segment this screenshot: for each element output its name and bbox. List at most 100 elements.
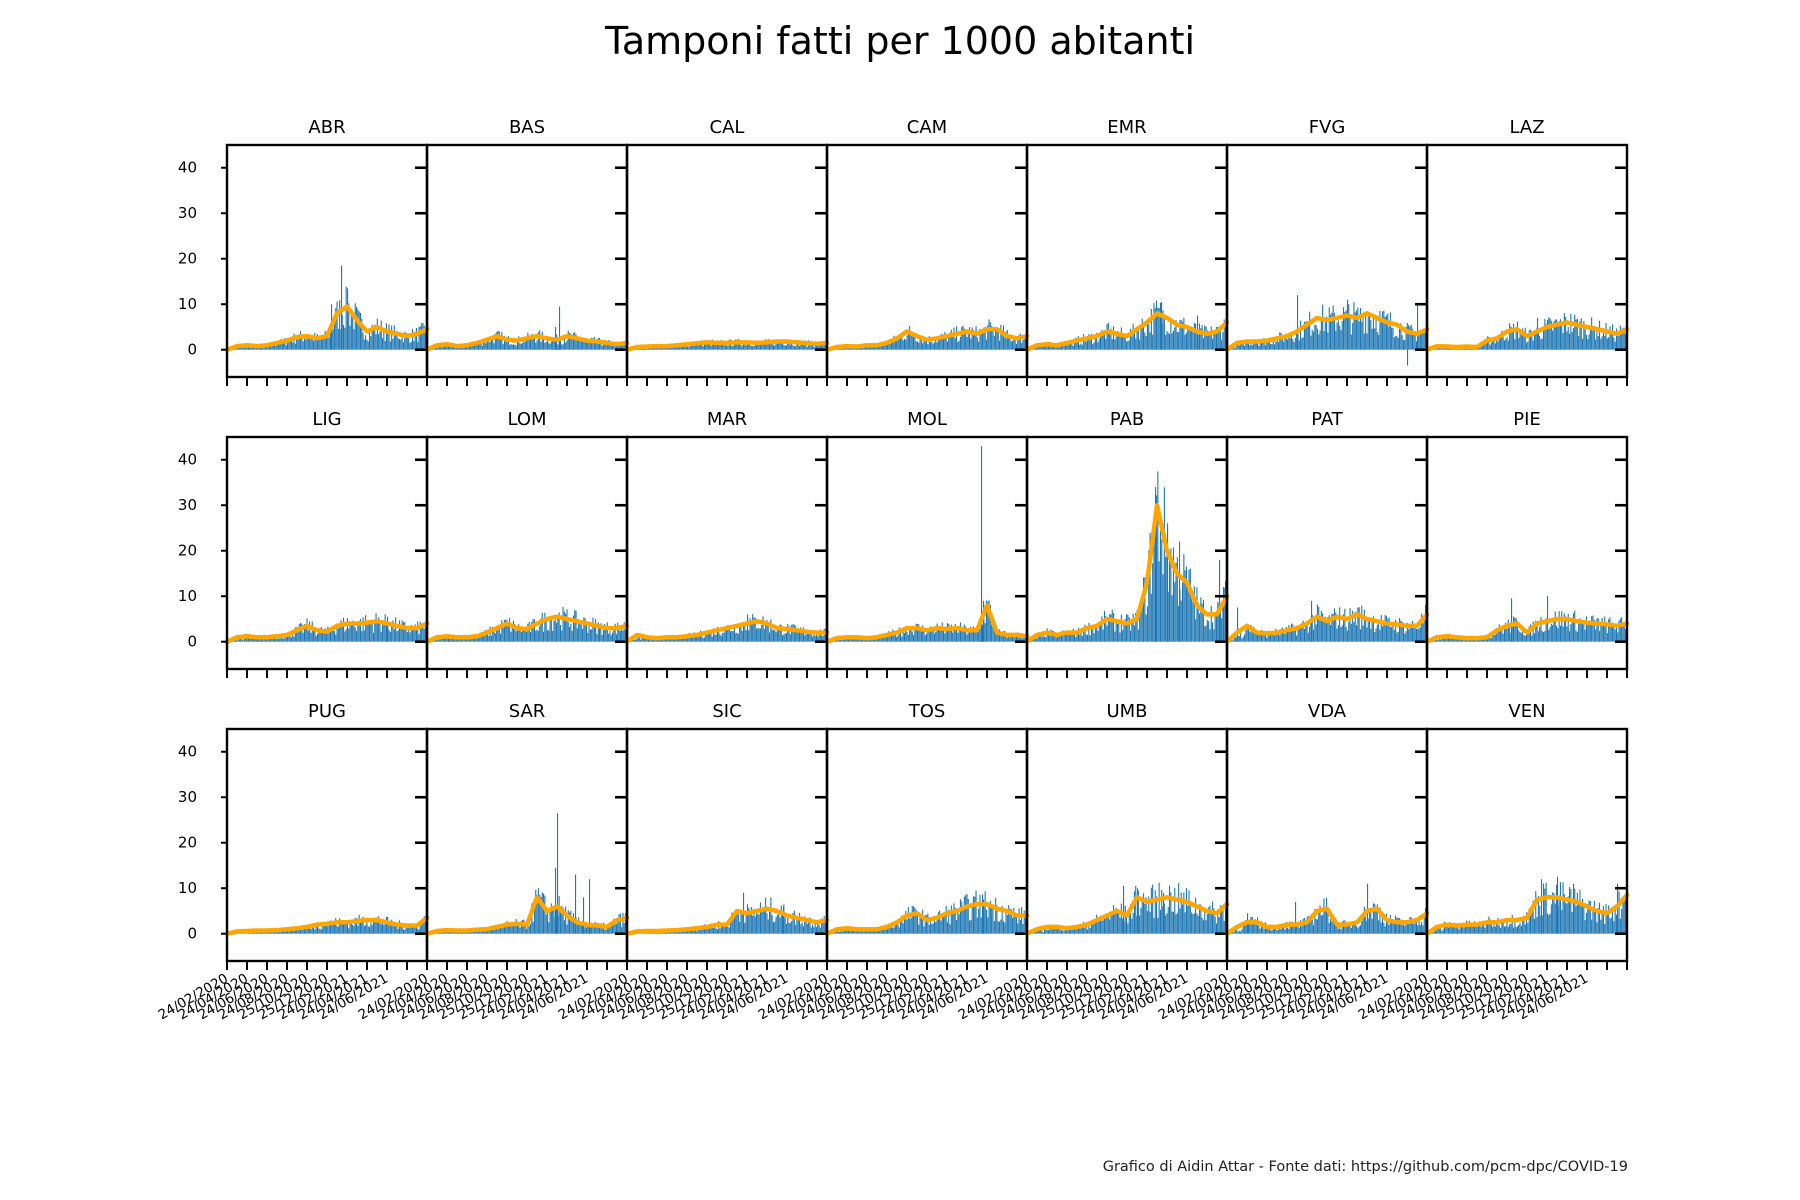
daily-bar bbox=[1089, 927, 1091, 934]
daily-bar bbox=[1582, 619, 1584, 642]
daily-bar bbox=[939, 337, 941, 350]
daily-bar bbox=[898, 927, 900, 934]
daily-bar bbox=[1485, 924, 1487, 934]
daily-bar bbox=[1057, 926, 1059, 934]
daily-bar bbox=[1059, 346, 1061, 350]
daily-bar bbox=[1553, 619, 1555, 642]
daily-bar bbox=[1014, 913, 1016, 934]
daily-bar bbox=[1201, 917, 1203, 934]
daily-bar bbox=[1162, 310, 1164, 350]
daily-bar bbox=[1063, 345, 1065, 350]
daily-bar bbox=[1367, 621, 1369, 642]
daily-bar bbox=[1114, 339, 1116, 350]
daily-bar bbox=[528, 339, 530, 350]
panel-title: UMB bbox=[1106, 701, 1147, 722]
daily-bar bbox=[726, 925, 728, 934]
daily-bar bbox=[1535, 891, 1537, 934]
daily-bar bbox=[1518, 338, 1520, 350]
daily-bar bbox=[924, 635, 926, 642]
daily-bar bbox=[1034, 931, 1036, 934]
daily-bar bbox=[1369, 315, 1371, 350]
daily-bar bbox=[475, 343, 477, 350]
daily-bar bbox=[1422, 623, 1424, 642]
daily-bar bbox=[1008, 632, 1010, 642]
daily-bar bbox=[801, 922, 803, 934]
daily-bar bbox=[950, 905, 952, 934]
daily-bar bbox=[727, 345, 729, 350]
daily-bar bbox=[1532, 900, 1534, 934]
daily-bar bbox=[400, 923, 402, 934]
daily-bar bbox=[592, 338, 594, 350]
daily-bar bbox=[1064, 631, 1066, 642]
daily-bar bbox=[1524, 924, 1526, 934]
daily-bar bbox=[350, 919, 352, 934]
daily-bar bbox=[559, 624, 561, 642]
daily-bar bbox=[1318, 334, 1320, 350]
daily-bar bbox=[1208, 621, 1210, 642]
daily-bar bbox=[1047, 930, 1049, 934]
daily-bar bbox=[1505, 926, 1507, 934]
daily-bar bbox=[576, 628, 578, 642]
daily-bar bbox=[559, 912, 561, 934]
daily-bar bbox=[1187, 326, 1189, 350]
daily-bar bbox=[785, 345, 787, 350]
daily-bar bbox=[933, 916, 935, 934]
daily-bar bbox=[1063, 930, 1065, 934]
daily-bar bbox=[1087, 338, 1089, 350]
daily-bar bbox=[1460, 926, 1462, 934]
daily-bar bbox=[1408, 629, 1410, 642]
daily-bar bbox=[1587, 621, 1589, 642]
daily-bar bbox=[566, 924, 568, 934]
daily-bar bbox=[905, 626, 907, 642]
daily-bar bbox=[1503, 340, 1505, 350]
daily-bar bbox=[724, 924, 726, 934]
daily-bar bbox=[1359, 629, 1361, 642]
daily-bar bbox=[1249, 345, 1251, 350]
daily-bar bbox=[1380, 922, 1382, 934]
daily-bar bbox=[418, 634, 420, 642]
daily-bar bbox=[1060, 635, 1062, 642]
daily-bar bbox=[887, 929, 889, 934]
daily-bar bbox=[1242, 343, 1244, 350]
daily-bar bbox=[438, 932, 440, 934]
daily-bar bbox=[614, 623, 616, 642]
daily-bar bbox=[563, 920, 565, 934]
daily-bar bbox=[1306, 917, 1308, 934]
daily-bar bbox=[522, 626, 524, 642]
daily-bar bbox=[1103, 610, 1105, 642]
daily-bar bbox=[1148, 550, 1150, 642]
daily-bar bbox=[944, 914, 946, 934]
daily-bar bbox=[1585, 616, 1587, 642]
daily-bar bbox=[1098, 920, 1100, 934]
daily-bar bbox=[300, 622, 302, 642]
daily-bar bbox=[1218, 326, 1220, 350]
daily-bar bbox=[1561, 321, 1563, 350]
daily-bar bbox=[884, 345, 886, 350]
daily-bar bbox=[1541, 879, 1543, 934]
daily-bar bbox=[1502, 921, 1504, 934]
daily-bar bbox=[855, 639, 857, 642]
daily-bar bbox=[1595, 339, 1597, 350]
daily-bar bbox=[341, 921, 343, 934]
daily-bar bbox=[1171, 595, 1173, 642]
daily-bar bbox=[393, 325, 395, 350]
daily-bar bbox=[1501, 330, 1503, 350]
daily-bar bbox=[535, 630, 537, 642]
daily-bar bbox=[237, 639, 239, 642]
daily-bar bbox=[1079, 634, 1081, 642]
daily-bar bbox=[625, 630, 627, 642]
daily-bar bbox=[1494, 926, 1496, 934]
daily-bar bbox=[1507, 619, 1509, 642]
daily-bar bbox=[1175, 320, 1177, 350]
daily-bar bbox=[1089, 335, 1091, 350]
daily-bar bbox=[437, 347, 439, 350]
daily-bar bbox=[974, 332, 976, 350]
daily-bar bbox=[533, 908, 535, 934]
daily-bar bbox=[516, 339, 518, 350]
daily-bar bbox=[1259, 635, 1261, 642]
daily-bar bbox=[1096, 333, 1098, 350]
daily-bar bbox=[1281, 926, 1283, 934]
daily-bar bbox=[1060, 930, 1062, 934]
daily-bar bbox=[494, 633, 496, 642]
daily-bar bbox=[385, 625, 387, 642]
